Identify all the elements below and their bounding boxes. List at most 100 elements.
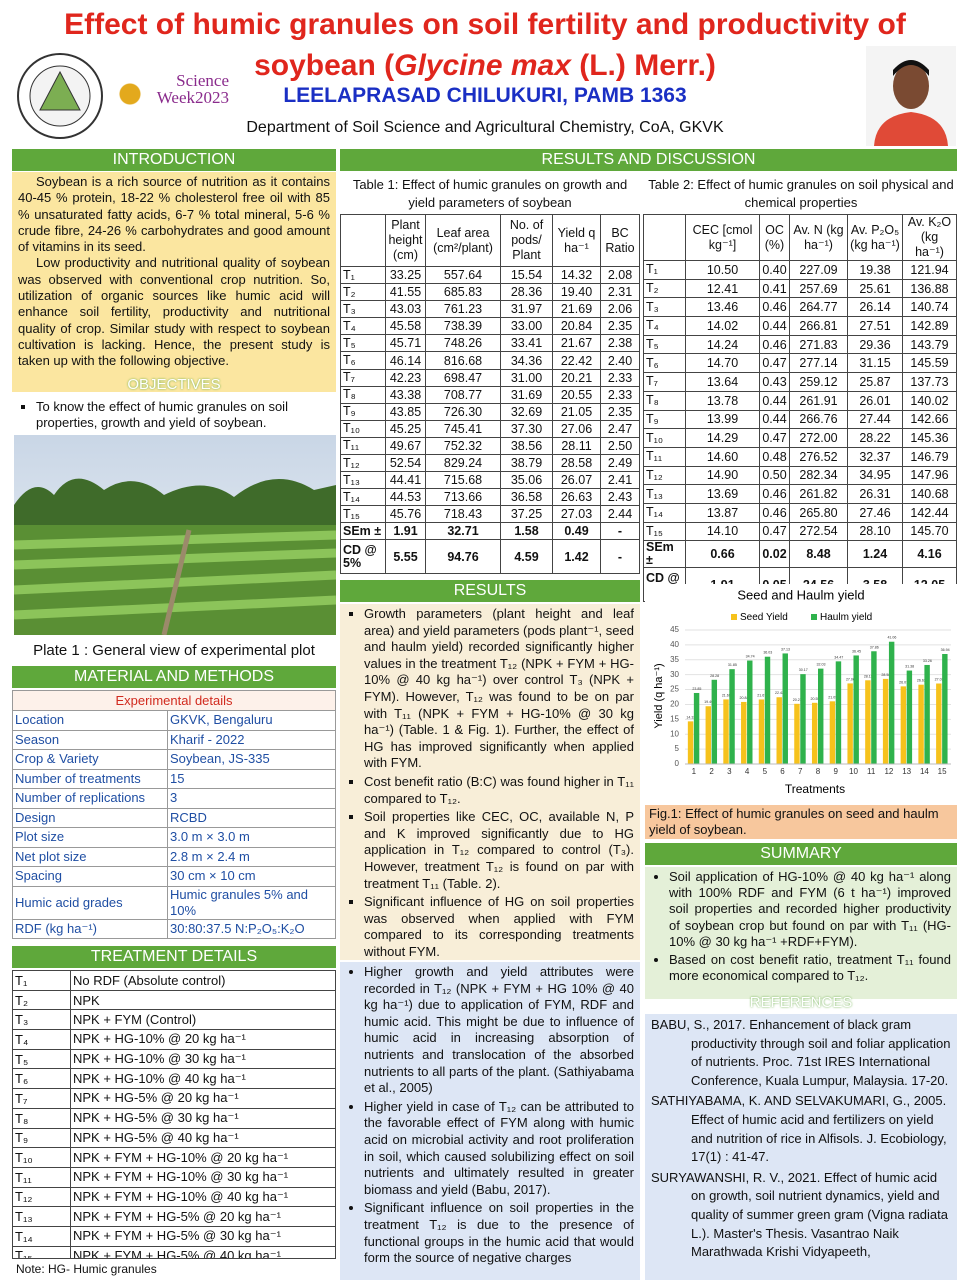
section-heading: SUMMARY (645, 843, 957, 865)
data-label: 26.63 (917, 679, 926, 683)
table-cell: 14.10 (685, 521, 760, 542)
objective: To know the effect of humic granules on … (36, 399, 330, 432)
x-tick-label: 9 (834, 767, 839, 776)
table-cell: NPK + HG-10% @ 40 kg ha⁻¹ (70, 1068, 336, 1090)
data-label: 34.47 (834, 655, 843, 659)
table-cell: T₁₅ (643, 521, 686, 542)
bar (729, 669, 735, 764)
table-cell: T₁₂ (340, 454, 386, 473)
table-cell: NPK + HG-10% @ 30 kg ha⁻¹ (70, 1048, 336, 1070)
reference: BABU, S., 2017. Enhancement of black gra… (651, 1017, 951, 1088)
table-cell: T₂ (643, 278, 686, 299)
bar (835, 661, 842, 764)
header-row: CEC [cmol kg⁻¹] OC (%) Av. N (kg ha⁻¹) Av. … (643, 214, 957, 261)
table-cell: 20.84 (552, 317, 601, 336)
table-cell: 12.41 (685, 278, 760, 299)
table-row: T₁₀ NPK + FYM + HG-10% @ 20 kg ha⁻¹ (12, 1147, 336, 1168)
table-cell: 261.82 (789, 484, 848, 504)
table-cell: 142.44 (902, 502, 957, 523)
table-cell: T₇ (12, 1088, 71, 1109)
table-row: Crop & Variety Soybean, JS-335 (12, 749, 336, 770)
table-cell: T₁₃ (12, 1206, 71, 1227)
table-cell: 264.77 (789, 297, 848, 318)
data-label: 19.40 (704, 700, 713, 704)
table-cell: 715.68 (425, 471, 501, 490)
science-week-logo: Science Week2023 (110, 66, 235, 124)
table-cell: 5.55 (385, 539, 426, 575)
table-cell: 3.0 m × 3.0 m (167, 827, 336, 848)
table-cell: 0.44 (759, 409, 790, 430)
table-cell: NPK + FYM + HG-10% @ 40 kg ha⁻¹ (70, 1186, 336, 1208)
table-cell: 25.87 (847, 372, 903, 392)
table-cell: 816.68 (425, 351, 501, 370)
objectives: To know the effect of humic granules on … (12, 397, 336, 433)
table-cell: Number of treatments (12, 768, 168, 789)
table-cell: 4.16 (902, 540, 957, 569)
data-label: 28.11 (864, 674, 873, 678)
table-cell: Net plot size (12, 846, 168, 867)
table-row: T₁₂ 52.54 829.24 38.79 28.58 2.49 (340, 454, 640, 473)
table-row: T₃ 13.46 0.46 264.77 26.14 140.74 (643, 297, 957, 318)
discussion-point: Higher yield in case of T₁₂ can be attri… (364, 1099, 634, 1199)
chart-title: Seed and Haulm yield (737, 587, 864, 602)
table-cell: 0.44 (759, 390, 790, 411)
header-cell: CEC [cmol kg⁻¹] (685, 214, 760, 261)
table-row: T₂ NPK (12, 989, 336, 1011)
table-cell: Number of replications (12, 788, 168, 809)
table-caption: Table 2: Effect of humic granules on soi… (648, 177, 954, 210)
table-cell: 140.68 (902, 484, 957, 504)
table-cell: 282.34 (789, 465, 848, 486)
table-row: T₁₀ 14.29 0.47 272.00 28.22 145.36 (643, 428, 957, 448)
x-tick-label: 12 (884, 767, 893, 776)
table-cell: NPK + FYM + HG-5% @ 20 kg ha⁻¹ (70, 1206, 336, 1227)
table-cell: T₂ (12, 989, 71, 1011)
header-cell: Plant height (cm) (385, 214, 426, 267)
table-cell: T₁₄ (12, 1225, 71, 1247)
table-cell: 26.07 (552, 471, 601, 490)
table-cell: 94.76 (425, 539, 501, 575)
table-cell: 41.55 (385, 283, 426, 302)
table-cell: 0.48 (759, 446, 790, 467)
data-label: 31.85 (728, 663, 737, 667)
x-tick-label: 11 (867, 767, 876, 776)
table-row: T₉ 13.99 0.44 266.76 27.44 142.66 (643, 409, 957, 430)
table-cell: 27.06 (552, 419, 601, 438)
header-cell: No. of pods/ Plant (500, 214, 553, 267)
table-cell: T₁₃ (643, 484, 686, 504)
table-cell: 27.46 (847, 502, 903, 523)
table-cell: 0.44 (759, 316, 790, 336)
table-cell: 14.32 (552, 265, 601, 285)
table-cell: T₁ (643, 260, 686, 280)
table-cell: 2.33 (600, 368, 640, 387)
table-cell: 14.02 (685, 316, 760, 336)
table-cell: 0.41 (759, 278, 790, 299)
table-row: T₃ NPK + FYM (Control) (12, 1009, 336, 1031)
y-axis-label: Yield (q ha⁻¹) (653, 663, 665, 728)
table-cell: 44.53 (385, 488, 426, 507)
table-2: CEC [cmol kg⁻¹] OC (%) Av. N (kg ha⁻¹) Av. … (643, 214, 957, 603)
table-row: T₂ 12.41 0.41 257.69 25.61 136.88 (643, 278, 957, 299)
table-cell: T₉ (12, 1127, 71, 1149)
table-cell: 14.90 (685, 465, 760, 486)
discussion-point: Higher growth and yield attributes were … (364, 964, 634, 1097)
table-cell: 2.43 (600, 488, 640, 507)
table-cell: 20.21 (552, 368, 601, 387)
y-tick-label: 15 (670, 714, 679, 723)
table-cell: 49.67 (385, 436, 426, 456)
table-row: Season Kharif - 2022 (12, 729, 336, 750)
table-cell: 2.8 m × 2.4 m (167, 846, 336, 867)
table-row: T₁₁ 14.60 0.48 276.52 32.37 146.79 (643, 446, 957, 467)
table-row: T₇ 13.64 0.43 259.12 25.87 137.73 (643, 372, 957, 392)
table-cell: T₆ (340, 351, 386, 370)
table-cell: NPK (70, 989, 336, 1011)
bar (936, 683, 942, 764)
header-cell (643, 214, 686, 261)
x-tick-label: 5 (763, 767, 768, 776)
table-cell: T₁₂ (12, 1186, 71, 1208)
table-cell: Location (12, 710, 168, 731)
data-label: 28.58 (881, 673, 890, 677)
table-cell: 0.47 (759, 521, 790, 542)
result-point: Significant influence of HG on soil prop… (364, 894, 634, 960)
table-cell: 30 cm × 10 cm (167, 866, 336, 887)
